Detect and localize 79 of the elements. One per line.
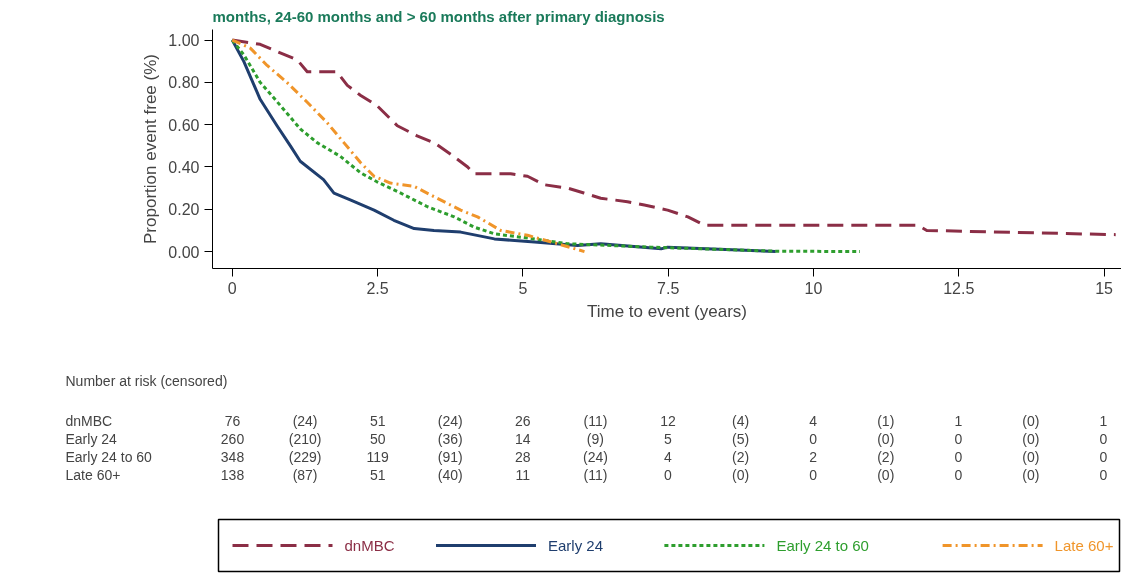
x-tick-label: 0 xyxy=(227,279,237,297)
text: (11) xyxy=(583,466,608,483)
x-tick-label: 10 xyxy=(804,279,823,297)
text: (2) xyxy=(732,448,750,465)
text: (11) xyxy=(583,412,608,429)
text: 348 xyxy=(220,448,245,465)
category-label: dnMBC xyxy=(65,412,113,429)
text: (9) xyxy=(586,430,604,447)
text: 4 xyxy=(664,448,672,465)
text: 0 xyxy=(809,466,818,483)
text: 0 xyxy=(1099,448,1108,465)
text: (1) xyxy=(877,412,895,429)
text: (0) xyxy=(877,466,895,483)
text: (0) xyxy=(732,466,750,483)
text: 0 xyxy=(809,430,818,447)
text: (2) xyxy=(877,448,895,465)
text: (229) xyxy=(288,448,322,465)
category-label: Early 24 to 60 xyxy=(65,448,152,465)
x-tick-label: 7.5 xyxy=(657,279,680,297)
text: (5) xyxy=(732,430,750,447)
text: 138 xyxy=(220,466,245,483)
chart-title: months, 24-60 months and > 60 months after primary diagnosis xyxy=(212,7,665,25)
y-tick-label: 0.60 xyxy=(168,116,200,134)
text: 0 xyxy=(954,466,963,483)
text: (210) xyxy=(288,430,322,447)
x-tick-label: 15 xyxy=(1095,279,1114,297)
text: 14 xyxy=(515,430,531,447)
text: (36) xyxy=(437,430,463,447)
text: (0) xyxy=(1022,448,1040,465)
text: 0 xyxy=(664,466,672,483)
x-tick-label: 12.5 xyxy=(943,279,975,297)
text: 260 xyxy=(220,430,245,447)
text: 26 xyxy=(515,412,531,429)
text: 11 xyxy=(515,466,531,483)
text: (87) xyxy=(292,466,318,483)
text: 1 xyxy=(954,412,963,429)
y-tick-label: 0.20 xyxy=(168,201,200,219)
text: 5 xyxy=(664,430,672,447)
text: (40) xyxy=(437,466,463,483)
text: 1 xyxy=(1099,412,1108,429)
text: dnMBC xyxy=(344,537,395,554)
text: 0 xyxy=(1099,430,1108,447)
text: 0 xyxy=(1099,466,1108,483)
text: 0 xyxy=(954,430,963,447)
text: 28 xyxy=(515,448,531,465)
text: 2 xyxy=(809,448,818,465)
text: (4) xyxy=(732,412,750,429)
text: 4 xyxy=(809,412,818,429)
x-tick-label: 5 xyxy=(518,279,528,297)
text: 76 xyxy=(224,412,241,429)
y-tick-label: 0.00 xyxy=(168,243,200,261)
text: (0) xyxy=(1022,466,1040,483)
text: 50 xyxy=(369,430,386,447)
text: 51 xyxy=(369,466,386,483)
line-series xyxy=(230,38,1118,237)
text: 0 xyxy=(954,448,963,465)
y-axis-title: Proportion event free (%) xyxy=(141,54,161,244)
category-label: Early 24 xyxy=(65,430,117,447)
line-series xyxy=(230,38,586,254)
text: (24) xyxy=(437,412,463,429)
y-tick-label: 0.40 xyxy=(168,158,200,176)
y-tick-label: 0.80 xyxy=(168,74,200,92)
x-tick-label: 2.5 xyxy=(366,279,389,297)
y-tick-label: 1.00 xyxy=(168,32,200,50)
x-axis-title: Time to event (years) xyxy=(587,301,747,321)
text: Late 60+ xyxy=(1054,537,1114,554)
text: 51 xyxy=(369,412,386,429)
text: (91) xyxy=(437,448,463,465)
text: (0) xyxy=(1022,430,1040,447)
text: (24) xyxy=(292,412,318,429)
text: Number at risk (censored) xyxy=(65,372,228,389)
text: Early 24 xyxy=(548,537,604,554)
category-label: Late 60+ xyxy=(65,466,121,483)
text: 119 xyxy=(366,448,389,465)
text: 12 xyxy=(660,412,676,429)
text: (24) xyxy=(582,448,608,465)
text: Early 24 to 60 xyxy=(776,537,869,554)
text: (0) xyxy=(1022,412,1040,429)
text: (0) xyxy=(877,430,895,447)
